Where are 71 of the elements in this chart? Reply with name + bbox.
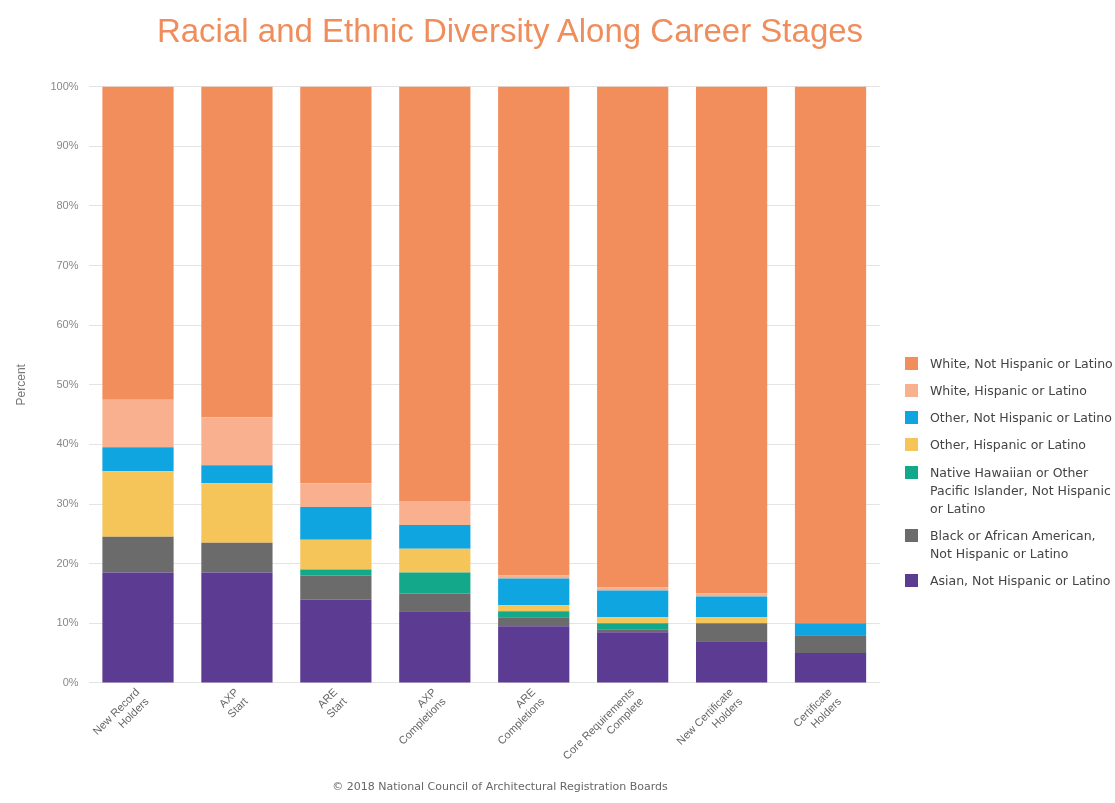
bar (794, 653, 867, 683)
bar (794, 635, 867, 654)
bar (300, 539, 372, 570)
bar (794, 86, 867, 624)
bar (201, 542, 273, 573)
bar (102, 399, 174, 448)
y-tick-label: 30% (56, 497, 79, 510)
y-tick-label: 50% (56, 377, 79, 390)
bar (102, 572, 174, 683)
bar (102, 536, 174, 573)
bar (300, 506, 372, 540)
bar (201, 465, 273, 484)
bar (102, 471, 174, 537)
bar (498, 575, 570, 579)
bar (399, 611, 471, 683)
legend-label: White, Not Hispanic or Latino (930, 355, 1113, 373)
legend-label: Native Hawaiian or Other Pacific Islander, Not Hispanic or Latino (930, 463, 1112, 518)
bar (399, 593, 471, 612)
bar (597, 623, 669, 630)
bar (399, 548, 471, 573)
bar (300, 483, 372, 507)
bar (498, 626, 570, 683)
bar (597, 86, 669, 588)
bar (300, 599, 372, 683)
bar (399, 86, 471, 502)
bar (498, 86, 570, 576)
bar (102, 447, 174, 472)
bar (498, 611, 570, 618)
y-tick-label: 90% (56, 139, 79, 152)
y-tick-label: 10% (56, 616, 79, 629)
bar (399, 524, 471, 549)
legend-label: White, Hispanic or Latino (930, 382, 1087, 401)
y-tick-label: 40% (56, 437, 79, 450)
bar (597, 587, 669, 591)
chart-title: Racial and Ethnic Diversity Along Career Stages (155, 12, 865, 50)
y-tick-label: 0% (62, 675, 79, 688)
bar (498, 578, 570, 606)
bar (695, 617, 768, 624)
bar (695, 593, 768, 597)
bar (597, 629, 669, 633)
bar (102, 86, 174, 400)
bar (695, 623, 768, 642)
y-tick-label: 100% (50, 79, 79, 92)
bar (399, 501, 471, 525)
bar (695, 86, 768, 594)
legend-label: Black or African American, Not Hispanic or Latino (930, 526, 1097, 563)
bar (794, 623, 867, 636)
bar (201, 572, 273, 683)
bar (201, 483, 273, 543)
bar (399, 572, 471, 594)
bar (597, 632, 669, 683)
legend-label: Other, Not Hispanic or Latino (930, 409, 1112, 428)
bar (300, 569, 372, 576)
y-axis-title: Percent (13, 363, 28, 406)
y-tick-label: 20% (56, 556, 79, 569)
bar (695, 641, 768, 683)
y-tick-label: 70% (56, 258, 79, 271)
legend-label: Other, Hispanic or Latino (930, 436, 1086, 455)
bar (201, 86, 273, 418)
bar (498, 605, 570, 612)
y-tick-label: 80% (56, 198, 79, 211)
bar (498, 617, 570, 627)
bar (597, 590, 669, 618)
bar (300, 86, 372, 484)
text: © 2018 National Council of Architectural Registration Boards (331, 780, 669, 793)
legend-label: Asian, Not Hispanic or Latino (930, 572, 1111, 591)
bar (695, 596, 768, 618)
y-tick-label: 60% (56, 318, 79, 331)
bar (597, 617, 669, 624)
bar (300, 575, 372, 600)
bar (201, 417, 273, 466)
